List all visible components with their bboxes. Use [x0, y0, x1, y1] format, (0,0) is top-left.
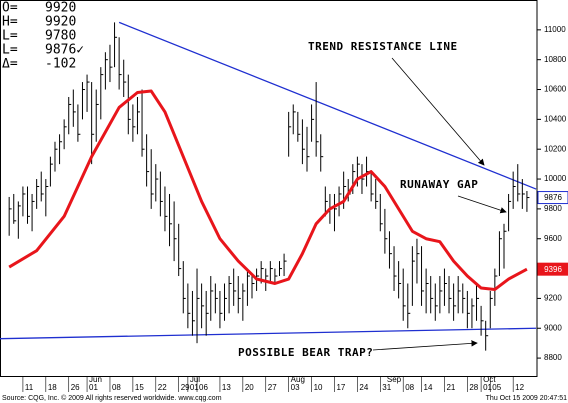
quote-value: 9920	[45, 1, 76, 16]
month-label: Jul	[190, 375, 200, 384]
x-tick-label: 21	[446, 383, 455, 392]
source-note: Source: CQG, Inc. © 2009 All rights rese…	[2, 394, 222, 402]
x-tick-label: 13	[222, 383, 231, 392]
x-tick-label: 31	[382, 383, 391, 392]
trend-line	[118, 21, 537, 190]
x-tick-label: 20	[245, 383, 254, 392]
x-tick-label: 10	[314, 383, 323, 392]
quote-value: 9780	[45, 29, 76, 44]
quote-value: -102	[45, 57, 76, 72]
x-tick-label: 22	[158, 383, 167, 392]
x-tick-label: 18	[48, 383, 57, 392]
x-tick-label: 03	[291, 383, 300, 392]
y-tick-label: 9200	[544, 294, 562, 303]
x-tick-label: 12	[515, 383, 524, 392]
x-tick-label: 27	[268, 383, 277, 392]
month-label: Jun	[89, 375, 102, 384]
x-tick-label: 24	[359, 383, 368, 392]
month-label: Sep	[387, 375, 402, 384]
x-tick-label: 05	[492, 383, 501, 392]
quote-label: H=	[2, 15, 18, 30]
annotation: POSSIBLE BEAR TRAP?	[238, 346, 373, 359]
quote-value: 9876✓	[45, 43, 84, 58]
y-tick-label: 9800	[544, 204, 562, 213]
annotation-arrow	[391, 57, 485, 166]
price-tag	[537, 262, 568, 276]
quote-label: Δ=	[2, 57, 18, 72]
month-label: Oct	[483, 375, 496, 384]
annotation: TREND RESISTANCE LINE	[308, 40, 458, 53]
y-tick-label: 9600	[544, 234, 562, 243]
month-label: Aug	[291, 375, 305, 384]
x-tick-label: 01	[483, 383, 492, 392]
plot-frame	[0, 0, 538, 377]
moving-average	[8, 89, 528, 291]
price-tag-label: 9876	[544, 193, 562, 202]
x-tick-label: 15	[135, 383, 144, 392]
x-tick-label: 14	[424, 383, 433, 392]
annotation-arrow	[372, 340, 478, 351]
y-tick-label: 10800	[544, 55, 567, 64]
annotation-arrow	[457, 195, 507, 214]
x-tick-label: 01	[89, 383, 98, 392]
y-tick-label: 11000	[544, 25, 566, 34]
x-tick-label: 17	[336, 383, 345, 392]
timestamp: Thu Oct 15 2009 20:47:51	[486, 395, 567, 402]
quote-label: O=	[2, 1, 18, 16]
x-tick-label: 08	[405, 383, 414, 392]
x-tick-label: 29	[181, 383, 190, 392]
x-tick-label: 11	[25, 383, 34, 392]
y-tick-label: 10600	[544, 85, 567, 94]
x-tick-label: 06	[199, 383, 208, 392]
quote-value: 9920	[45, 15, 76, 30]
price-tag	[537, 191, 568, 205]
y-tick-label: 10400	[544, 114, 567, 123]
y-tick-label: 10200	[544, 144, 567, 153]
x-tick-label: 26	[71, 383, 80, 392]
price-tag-label: 9396	[544, 265, 562, 274]
annotation: RUNAWAY GAP	[400, 178, 478, 191]
quote-label: L=	[2, 43, 18, 58]
x-tick-label: 08	[112, 383, 121, 392]
quote-label: L=	[2, 29, 18, 44]
plot-area	[0, 21, 537, 351]
x-tick-label: 01	[190, 383, 199, 392]
quote-box: O= 9920 H= 9920 L= 9780 L= 9876✓ Δ= -102	[2, 1, 84, 72]
x-tick-label: 28	[469, 383, 478, 392]
y-tick-label: 8800	[544, 353, 562, 362]
trend-line	[0, 327, 537, 340]
y-tick-label: 9000	[544, 323, 562, 332]
y-tick-label: 10000	[544, 174, 567, 183]
